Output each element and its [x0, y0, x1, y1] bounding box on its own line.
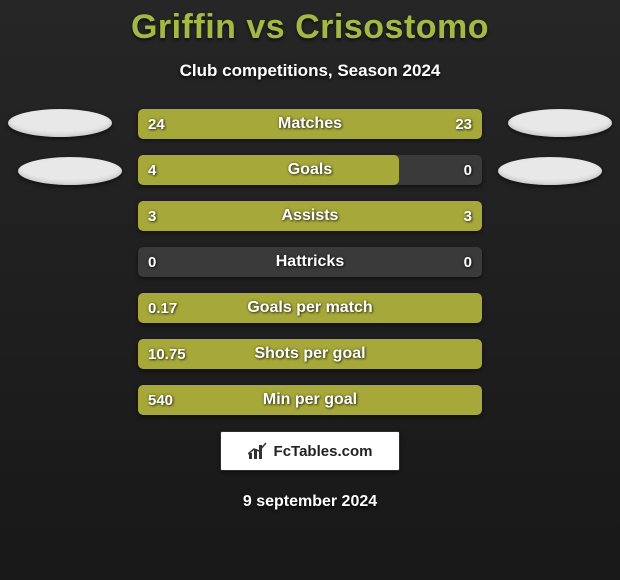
stat-label: Min per goal [138, 385, 482, 415]
stats-content: 24Matches234Goals03Assists30Hattricks00.… [0, 109, 620, 415]
stat-label: Goals [138, 155, 482, 185]
stat-value-right: 23 [455, 109, 472, 139]
player-ellipse-left-1 [18, 157, 122, 185]
stat-value-right: 0 [464, 155, 472, 185]
stat-value-right: 3 [464, 201, 472, 231]
stat-row: 3Assists3 [138, 201, 482, 231]
player-ellipse-right-3 [498, 157, 602, 185]
stat-label: Matches [138, 109, 482, 139]
player-ellipse-left-0 [8, 109, 112, 137]
comparison-widget: Griffin vs Crisostomo Club competitions,… [0, 0, 620, 580]
stat-label: Goals per match [138, 293, 482, 323]
stat-row: 24Matches23 [138, 109, 482, 139]
source-badge-text: FcTables.com [274, 443, 373, 460]
stat-row: 540Min per goal [138, 385, 482, 415]
stat-row: 0Hattricks0 [138, 247, 482, 277]
source-badge[interactable]: FcTables.com [220, 431, 400, 471]
stat-row: 10.75Shots per goal [138, 339, 482, 369]
player-ellipse-right-2 [508, 109, 612, 137]
stat-row: 0.17Goals per match [138, 293, 482, 323]
stat-label: Shots per goal [138, 339, 482, 369]
stat-value-right: 0 [464, 247, 472, 277]
stat-row: 4Goals0 [138, 155, 482, 185]
bar-chart-icon [248, 442, 268, 460]
page-subtitle: Club competitions, Season 2024 [0, 61, 620, 81]
date-text: 9 september 2024 [0, 493, 620, 511]
page-title: Griffin vs Crisostomo [0, 0, 620, 47]
stat-label: Assists [138, 201, 482, 231]
stat-label: Hattricks [138, 247, 482, 277]
